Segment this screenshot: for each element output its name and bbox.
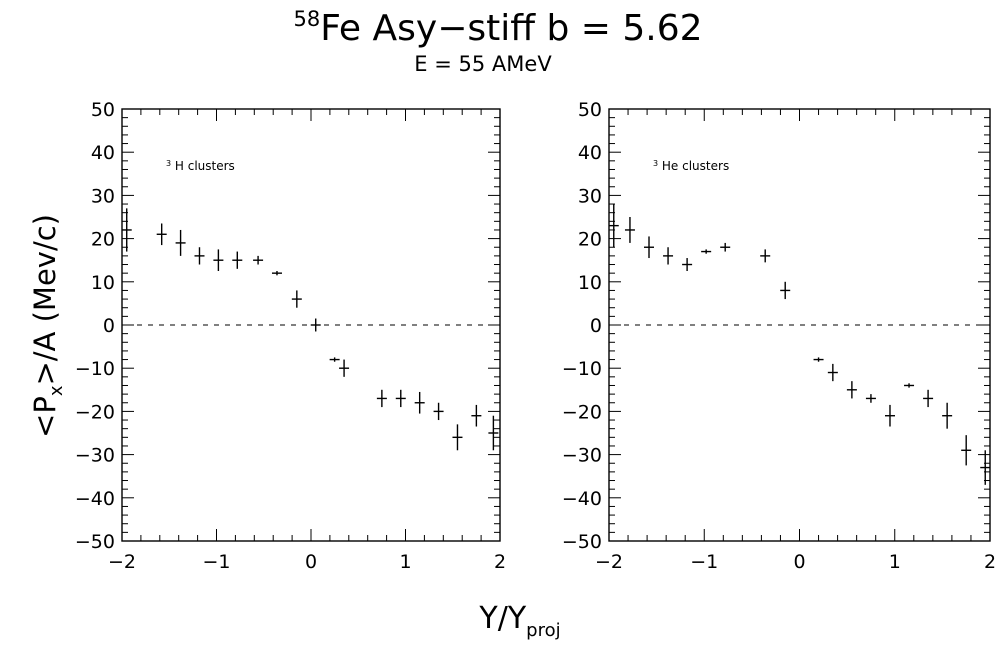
data-point <box>780 281 791 300</box>
data-point <box>194 247 205 265</box>
y-tick-label: −50 <box>75 531 115 553</box>
y-tick-label: 0 <box>590 315 602 337</box>
data-point <box>663 247 674 265</box>
data-point <box>310 318 321 332</box>
y-tick-label: −40 <box>75 488 115 510</box>
cluster-label-text: H clusters <box>171 159 235 173</box>
x-tick-label: 1 <box>399 551 411 573</box>
cluster-label: 3 He clusters <box>653 159 729 173</box>
data-point <box>253 255 264 265</box>
data-point <box>980 450 991 485</box>
data-point <box>271 271 282 276</box>
data-point <box>720 242 731 252</box>
data-point <box>414 391 425 414</box>
data-point <box>608 204 619 248</box>
y-tick-label: 30 <box>91 185 115 207</box>
data-point <box>942 402 953 429</box>
data-point <box>213 249 224 271</box>
data-point <box>232 251 243 269</box>
cluster-label-text: He clusters <box>658 159 729 173</box>
data-point <box>376 389 387 408</box>
y-tick-label: 10 <box>91 272 115 294</box>
data-point <box>624 217 635 243</box>
data-point <box>682 258 693 271</box>
y-tick-label: 50 <box>91 99 115 121</box>
x-tick-label: 2 <box>984 551 996 573</box>
y-tick-label: 30 <box>578 185 602 207</box>
y-tick-label: −10 <box>562 358 602 380</box>
data-point <box>471 404 482 427</box>
y-axis-label-prefix: <P <box>28 396 62 438</box>
x-tick-label: −2 <box>108 551 136 573</box>
y-tick-label: 20 <box>578 229 602 251</box>
x-tick-label: 2 <box>494 551 506 573</box>
x-axis-label-main: Y/Y <box>478 601 526 636</box>
data-point <box>339 359 350 377</box>
data-point <box>904 383 915 388</box>
cluster-label-superscript: 3 <box>166 159 171 168</box>
data-point <box>961 435 972 466</box>
y-axis-label: <Px>/A (Mev/c) <box>28 214 67 438</box>
data-point <box>452 424 463 451</box>
x-tick-label: −1 <box>202 551 230 573</box>
data-point <box>488 415 499 451</box>
data-point <box>395 389 406 408</box>
title-superscript: 58 <box>293 7 320 31</box>
data-point <box>760 249 771 263</box>
chart-title: 58Fe Asy−stiff b = 5.62 <box>293 7 702 49</box>
data-point <box>433 402 444 421</box>
data-point <box>291 290 302 308</box>
title-main: Fe Asy−stiff b = 5.62 <box>320 8 702 49</box>
x-tick-label: 1 <box>889 551 901 573</box>
x-axis-label: Y/Yproj <box>478 601 560 641</box>
data-point <box>701 249 712 254</box>
x-tick-label: −1 <box>690 551 718 573</box>
y-axis-label-subscript: x <box>46 385 67 396</box>
y-tick-label: −20 <box>562 401 602 423</box>
y-tick-label: −50 <box>562 531 602 553</box>
x-tick-label: 0 <box>305 551 317 573</box>
y-tick-label: −30 <box>562 445 602 467</box>
data-point <box>846 381 857 399</box>
cluster-label-superscript: 3 <box>653 159 658 168</box>
y-axis-label-suffix: >/A (Mev/c) <box>28 214 62 386</box>
chart-subtitle: E = 55 AMeV <box>414 52 552 76</box>
y-tick-label: 50 <box>578 99 602 121</box>
y-tick-label: 0 <box>103 315 115 337</box>
y-tick-label: −40 <box>562 488 602 510</box>
data-point <box>865 394 876 403</box>
x-axis-label-subscript: proj <box>526 620 560 641</box>
y-tick-label: −30 <box>75 445 115 467</box>
data-point <box>884 404 895 427</box>
data-point <box>827 363 838 382</box>
data-point <box>156 223 167 246</box>
data-point <box>644 236 655 259</box>
y-tick-label: −10 <box>75 358 115 380</box>
cluster-label: 3 H clusters <box>166 159 235 173</box>
x-tick-label: 0 <box>793 551 805 573</box>
y-tick-label: 10 <box>578 272 602 294</box>
data-point <box>813 357 824 362</box>
y-tick-label: 20 <box>91 229 115 251</box>
data-point <box>175 229 186 256</box>
y-tick-label: −20 <box>75 401 115 423</box>
data-point <box>329 357 340 362</box>
data-point <box>923 389 934 408</box>
y-tick-label: 40 <box>91 142 115 164</box>
data-point <box>121 208 132 252</box>
x-tick-label: −2 <box>595 551 623 573</box>
y-tick-label: 40 <box>578 142 602 164</box>
